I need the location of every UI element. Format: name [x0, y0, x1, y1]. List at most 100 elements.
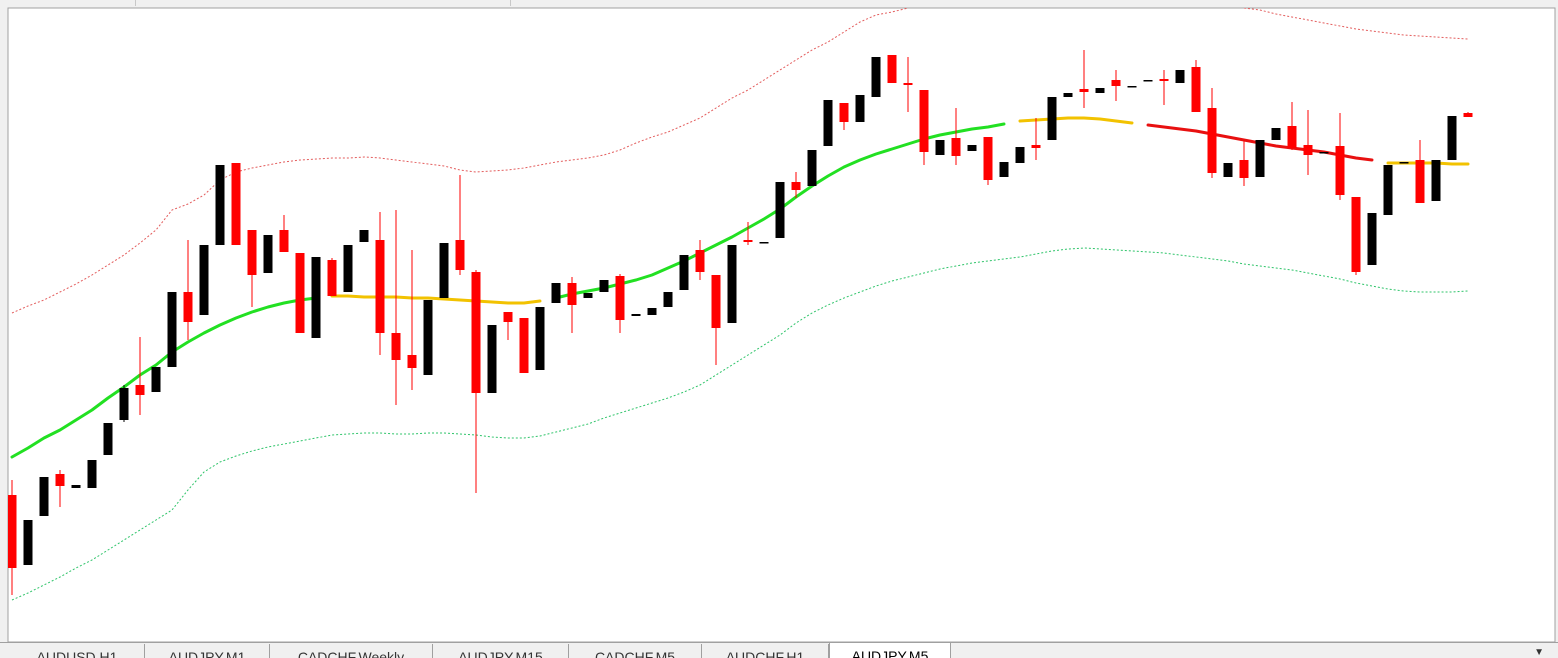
candle-body: [1191, 67, 1201, 112]
candle-body: [1287, 126, 1297, 148]
moving-average: [10, 296, 318, 459]
candle-body: [215, 165, 225, 245]
candle-body: [823, 100, 833, 146]
candle-body: [375, 240, 385, 333]
candle-body: [1447, 116, 1457, 160]
candle-body: [103, 423, 113, 455]
candle-body: [199, 245, 209, 315]
candle-body: [743, 240, 753, 242]
candle-body: [775, 182, 785, 238]
candle-body: [119, 388, 129, 420]
candle-body: [455, 240, 465, 270]
candle-body: [1255, 140, 1265, 177]
candle-body: [951, 138, 961, 156]
top-strip: [0, 0, 1558, 8]
candle-body: [631, 314, 641, 316]
symbol-tab[interactable]: CADCHF,Weekly: [270, 644, 433, 658]
candle-body: [663, 292, 673, 307]
candle-body: [615, 276, 625, 320]
plot-area: [7, 7, 1556, 642]
candle-body: [871, 57, 881, 97]
candle-body: [391, 333, 401, 360]
candle-body: [1047, 97, 1057, 140]
symbol-tab[interactable]: CADCHF,M5: [569, 644, 702, 658]
symbol-tab[interactable]: AUDCHF,H1: [702, 644, 829, 658]
candle-body: [583, 293, 593, 298]
chart: [7, 7, 1556, 642]
candle-body: [151, 367, 161, 392]
candle-body: [1319, 152, 1329, 154]
symbol-tab[interactable]: AUDJPY,M1: [145, 644, 270, 658]
symbol-tab[interactable]: AUDJPY,M15: [433, 644, 569, 658]
candle-body: [327, 260, 337, 296]
candle-body: [295, 253, 305, 333]
candle-body: [503, 312, 513, 322]
candle-body: [247, 230, 257, 275]
candle-body: [727, 245, 737, 323]
moving-average: [330, 294, 542, 305]
candle-body: [1159, 79, 1169, 81]
candle-body: [887, 55, 897, 83]
candle-body: [1399, 162, 1409, 164]
candle-body: [1335, 146, 1345, 195]
candle-body: [1207, 108, 1217, 173]
candle-body: [999, 162, 1009, 177]
candle-body: [439, 243, 449, 298]
candle-body: [647, 308, 657, 315]
candle-body: [919, 90, 929, 152]
candle-body: [1271, 128, 1281, 140]
candle-body: [183, 292, 193, 322]
symbol-tab[interactable]: AUDJPY,M5: [829, 643, 951, 658]
symbol-tab[interactable]: AUDUSD,H1: [10, 644, 145, 658]
candle-body: [983, 137, 993, 180]
candle-body: [263, 235, 273, 273]
candle-body: [903, 83, 913, 85]
candle-body: [1079, 89, 1089, 92]
candle-body: [1223, 163, 1233, 177]
candle-body: [711, 275, 721, 328]
candle-body: [791, 182, 801, 190]
candle-body: [1175, 70, 1185, 83]
candle-body: [759, 242, 769, 244]
candle-body: [1431, 160, 1441, 201]
candle-body: [839, 103, 849, 122]
candle-body: [1063, 93, 1073, 97]
candle-body: [679, 255, 689, 290]
candle-body: [855, 95, 865, 122]
candle-body: [23, 520, 33, 565]
candle-body: [1095, 88, 1105, 93]
candle-body: [55, 474, 65, 486]
candle-body: [1463, 113, 1473, 117]
candle-body: [1415, 160, 1425, 203]
candle-body: [535, 307, 545, 370]
candle-body: [1031, 145, 1041, 148]
candle-body: [71, 485, 81, 488]
candle-body: [1239, 160, 1249, 178]
candle-body: [8, 495, 17, 568]
candle-body: [695, 250, 705, 272]
candle-body: [1111, 80, 1121, 86]
candle-body: [231, 163, 241, 245]
candle-body: [1015, 147, 1025, 163]
candle-body: [279, 230, 289, 252]
candle-body: [807, 150, 817, 186]
candle-body: [1367, 213, 1377, 265]
tab-bar: ▼ AUDUSD,H1 AUDJPY,M1 CADCHF,Weekly AUDJPY,M…: [0, 642, 1558, 658]
tab-menu[interactable]: ▼: [1534, 647, 1544, 658]
candle-body: [359, 230, 369, 242]
candle-body: [471, 272, 481, 393]
band-line: [1243, 8, 1469, 40]
candle-body: [167, 292, 177, 367]
candle-body: [599, 280, 609, 292]
candle-body: [567, 283, 577, 305]
candle-body: [135, 385, 145, 395]
plot: [8, 8, 1473, 601]
candle-body: [519, 318, 529, 373]
candle-body: [967, 145, 977, 151]
candle-body: [39, 477, 49, 516]
candle-body: [1143, 80, 1153, 82]
candle-body: [407, 355, 417, 368]
candle-body: [1127, 86, 1137, 88]
candle-body: [551, 283, 561, 303]
